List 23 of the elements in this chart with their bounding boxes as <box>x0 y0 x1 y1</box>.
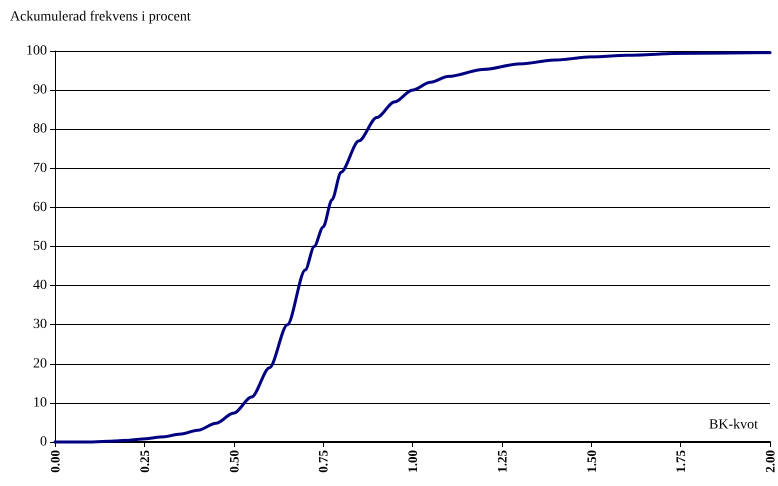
y-tick-label: 60 <box>33 200 47 215</box>
x-tick-label: 1.25 <box>494 450 510 473</box>
x-tick-label: 0.50 <box>226 450 242 473</box>
line-series <box>54 51 772 444</box>
y-axis-title: Ackumulerad frekvens i procent <box>10 10 191 24</box>
x-tick-label: 2.00 <box>762 450 778 473</box>
y-tick-label: 70 <box>33 160 47 176</box>
x-tick-label: 0.75 <box>316 450 331 473</box>
y-tick-label: 50 <box>33 239 47 254</box>
y-tick-label: 40 <box>33 278 47 294</box>
y-tick-label: 20 <box>33 356 47 372</box>
x-tick-label: 1.00 <box>405 450 420 473</box>
y-tick-label: 80 <box>33 122 47 137</box>
x-tick-label: 0.25 <box>136 450 152 473</box>
x-tick-label: 1.50 <box>584 450 599 473</box>
x-tick-label: 0.00 <box>48 450 62 473</box>
y-tick-label: 10 <box>33 395 47 410</box>
y-tick-label: 0 <box>40 434 47 450</box>
y-tick-label: 30 <box>33 317 47 332</box>
x-axis-title: BK-kvot <box>709 418 758 432</box>
y-tick-label: 90 <box>33 82 47 98</box>
y-tick-label: 100 <box>26 44 47 58</box>
x-tick-label: 1.75 <box>673 450 688 473</box>
